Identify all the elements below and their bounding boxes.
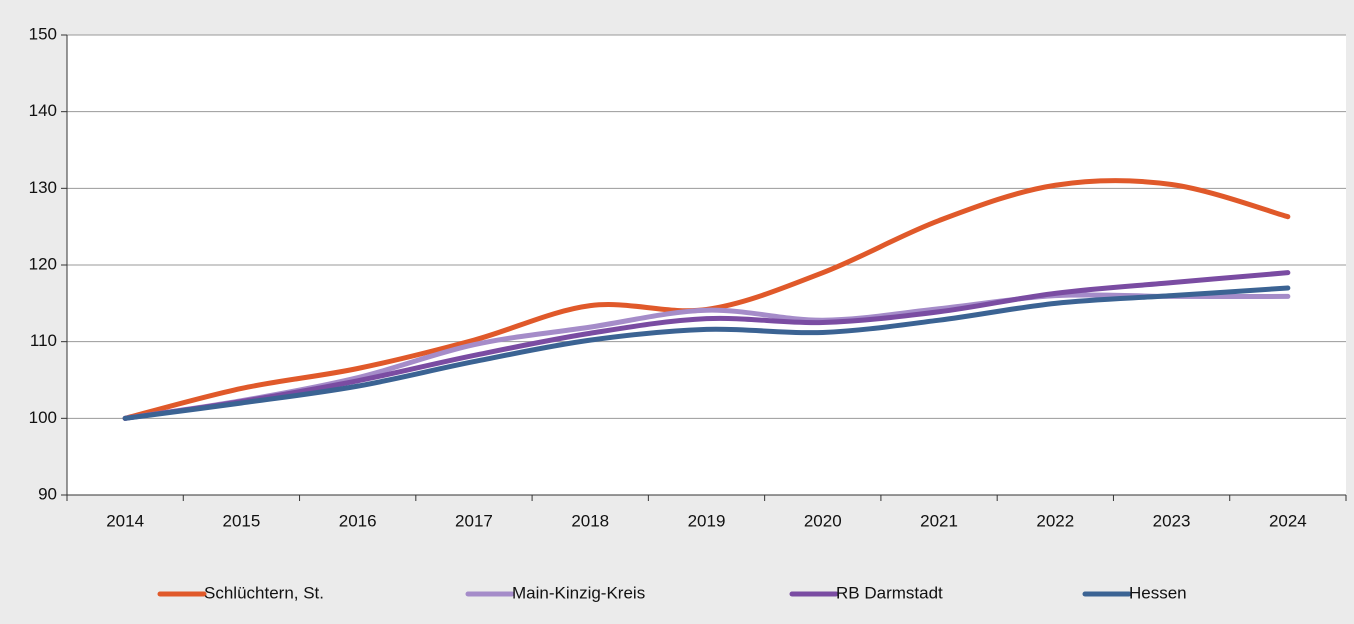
- x-tick-label: 2015: [222, 511, 260, 530]
- x-tick-label: 2019: [688, 511, 726, 530]
- y-tick-label: 100: [29, 408, 57, 427]
- x-tick-label: 2018: [571, 511, 609, 530]
- x-tick-label: 2023: [1153, 511, 1191, 530]
- legend-label: Main-Kinzig-Kreis: [512, 583, 645, 602]
- x-tick-label: 2014: [106, 511, 144, 530]
- y-tick-label: 150: [29, 24, 57, 43]
- line: [122, 270, 1291, 421]
- x-tick-label: 2017: [455, 511, 493, 530]
- y-tick-label: 120: [29, 254, 57, 273]
- line: [122, 285, 1291, 421]
- legend-label: Schlüchtern, St.: [204, 583, 324, 602]
- x-tick-label: 2021: [920, 511, 958, 530]
- x-tick-label: 2022: [1036, 511, 1074, 530]
- y-tick-label: 130: [29, 178, 57, 197]
- legend-label: Hessen: [1129, 583, 1187, 602]
- y-tick-label: 110: [30, 331, 57, 350]
- x-tick-label: 2016: [339, 511, 377, 530]
- y-tick-label: 140: [29, 101, 57, 120]
- x-tick-label: 2024: [1269, 511, 1307, 530]
- x-tick-label: 2020: [804, 511, 842, 530]
- y-tick-label: 90: [38, 484, 57, 503]
- legend-label: RB Darmstadt: [836, 583, 943, 602]
